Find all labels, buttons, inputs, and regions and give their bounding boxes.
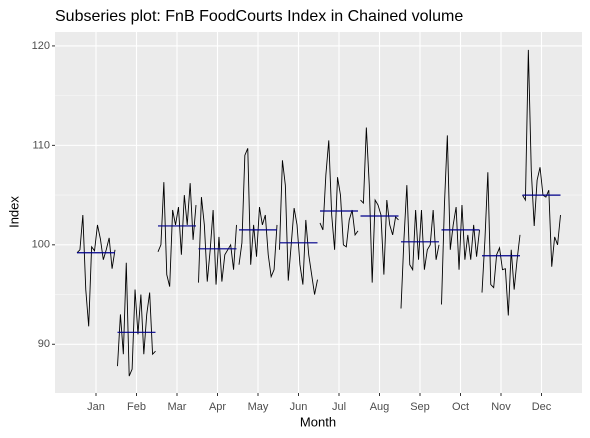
subseries-line xyxy=(198,197,237,285)
x-axis-label: Month xyxy=(300,414,336,429)
x-tick-label: Jul xyxy=(332,401,346,413)
subseries-line xyxy=(319,140,359,250)
y-tick-label: 100 xyxy=(32,239,50,251)
y-axis-label: Index xyxy=(6,196,21,228)
chart-title: Subseries plot: FnB FoodCourts Index in … xyxy=(55,8,463,25)
subseries-line xyxy=(481,172,521,316)
subseries-line xyxy=(117,262,156,377)
subseries-line xyxy=(400,185,440,309)
x-tick-label: Sep xyxy=(410,401,430,413)
x-tick-label: Jun xyxy=(290,401,308,413)
subseries-line xyxy=(441,135,480,305)
x-tick-label: Nov xyxy=(491,401,511,413)
subseries-line xyxy=(238,148,278,279)
x-tick-label: Apr xyxy=(209,401,226,413)
x-tick-label: Oct xyxy=(452,401,469,413)
x-tick-label: Mar xyxy=(168,401,187,413)
x-tick-label: Dec xyxy=(532,401,552,413)
x-tick-label: May xyxy=(248,401,269,413)
x-tick-label: Aug xyxy=(370,401,390,413)
subseries-line xyxy=(522,49,561,267)
y-tick-label: 90 xyxy=(38,338,50,350)
subseries-line xyxy=(76,214,116,327)
subseries-line xyxy=(279,160,318,295)
x-tick-label: Jan xyxy=(87,401,105,413)
x-tick-label: Feb xyxy=(127,401,146,413)
subseries-line xyxy=(360,127,399,283)
y-tick-label: 110 xyxy=(32,139,50,151)
y-tick-label: 120 xyxy=(32,40,50,52)
subseries-line xyxy=(157,182,197,287)
panel xyxy=(55,32,582,393)
